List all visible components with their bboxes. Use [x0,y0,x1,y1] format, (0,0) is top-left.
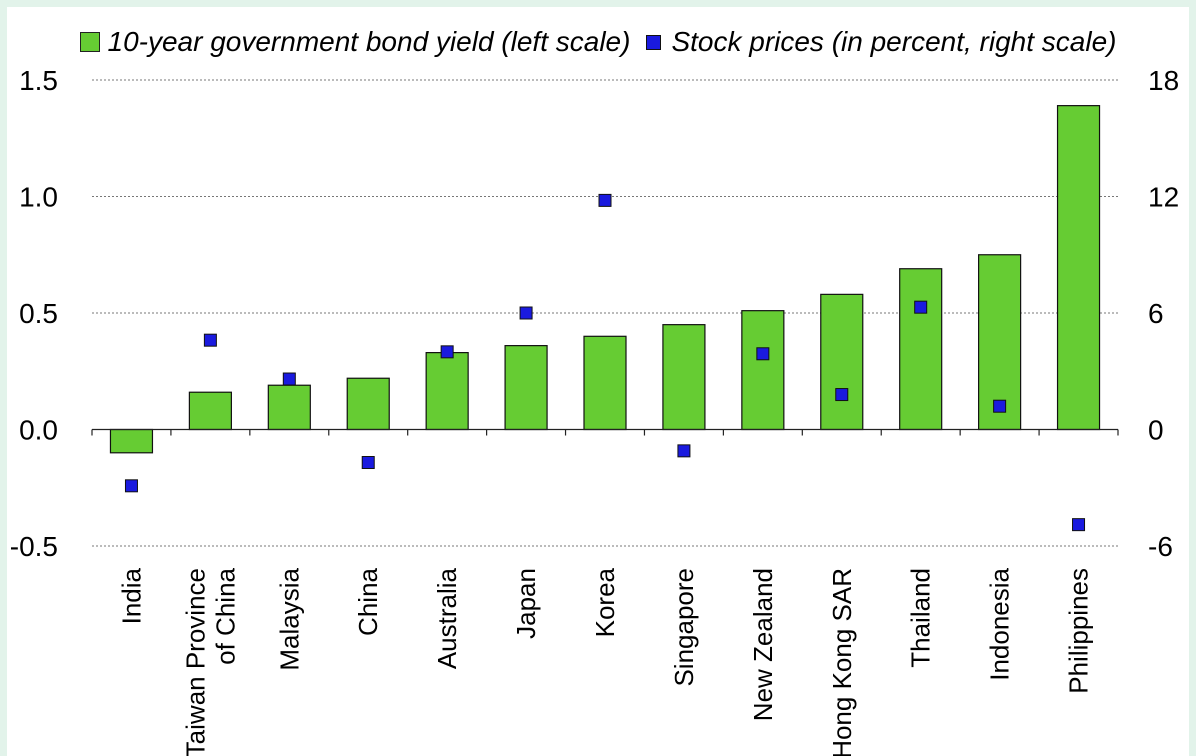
bar-bond-yield [741,310,785,431]
category-label: Indonesia [985,567,1015,680]
bar-bond-yield [188,391,232,431]
legend: 10-year government bond yield (left scal… [0,22,1196,62]
legend-item-bond-yield: 10-year government bond yield (left scal… [79,26,631,58]
y-left-tick-label: 1.0 [19,182,58,213]
category-label: New Zealand [748,568,778,721]
point-stock-prices [519,306,533,320]
point-stock-prices [756,347,770,361]
point-stock-prices [914,300,928,314]
y-right-tick-label: 12 [1148,182,1179,213]
legend-swatch-bond-yield [79,32,100,52]
bar-bond-yield [267,384,311,431]
point-stock-prices [1072,518,1086,532]
point-stock-prices [124,479,138,493]
y-left-tick-label: -0.5 [10,531,58,562]
category-label: India [116,567,146,624]
legend-label-stock-prices: Stock prices (in percent, right scale) [671,26,1117,57]
bar-bond-yield [346,377,390,431]
y-left-tick-label: 1.5 [19,65,58,96]
category-label: Hong Kong SAR [827,568,857,756]
category-label: Japan [511,568,541,639]
category-label: Australia [432,567,462,669]
category-label: Korea [590,567,620,637]
y-right-tick-label: 18 [1148,65,1179,96]
y-left-tick-label: 0.0 [19,415,58,446]
bar-bond-yield [899,268,943,431]
point-stock-prices [598,193,612,207]
y-left-tick-label: 0.5 [19,298,58,329]
category-label: Thailand [906,568,936,668]
point-stock-prices [440,345,454,359]
point-stock-prices [361,456,375,470]
bar-bond-yield [1056,105,1101,431]
bar-bond-yield [583,335,627,431]
category-label: Taiwan Province [180,568,210,756]
category-label: China [353,567,383,635]
legend-item-stock-prices: Stock prices (in percent, right scale) [646,26,1117,58]
y-right-tick-label: -6 [1148,531,1173,562]
point-stock-prices [677,444,691,458]
point-stock-prices [282,372,296,386]
category-label: Singapore [669,568,699,687]
point-stock-prices [203,333,217,347]
category-label: of China [210,567,240,664]
y-right-tick-label: 0 [1148,415,1164,446]
point-stock-prices [835,388,849,402]
legend-swatch-stock-prices [646,34,662,50]
legend-label-bond-yield: 10-year government bond yield (left scal… [107,26,631,57]
point-stock-prices [993,399,1007,413]
bar-bond-yield [504,345,548,431]
bar-bond-yield [109,428,154,454]
bar-bond-yield [820,293,864,431]
bar-bond-yield [425,352,469,431]
y-right-tick-label: 6 [1148,298,1164,329]
category-label: Malaysia [274,567,304,670]
category-label: Philippines [1064,568,1094,694]
bar-bond-yield [662,324,706,431]
